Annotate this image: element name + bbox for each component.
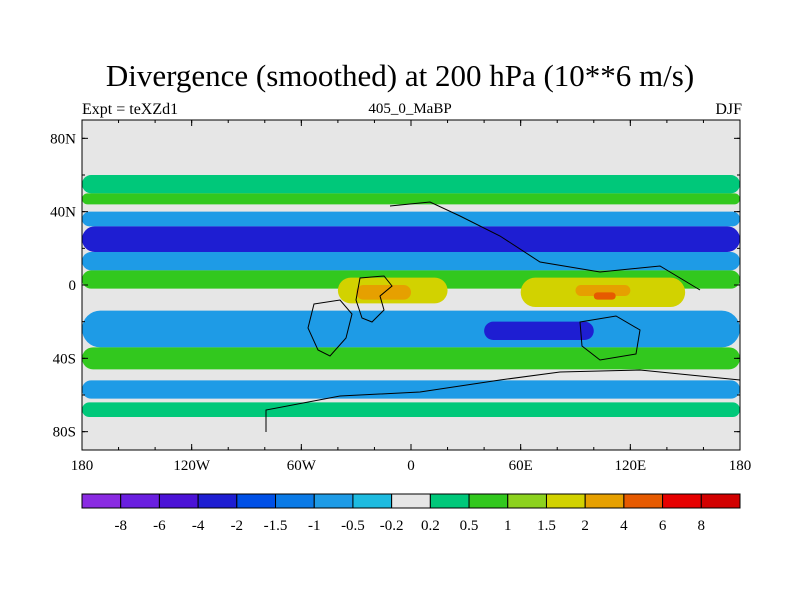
coastline-africa (355, 275, 393, 323)
divergence-band-13 (82, 347, 740, 370)
legend-swatch (662, 493, 702, 509)
legend-swatch (158, 493, 199, 509)
divergence-band-7 (356, 285, 411, 300)
divergence-band-1 (82, 193, 740, 205)
divergence-band-2 (82, 211, 740, 227)
coastline-south-america (307, 299, 353, 357)
legend-label: -8 (114, 518, 127, 534)
divergence-band-12 (484, 321, 594, 340)
y-tick-label: 40S (53, 351, 76, 367)
x-tick-label: 120E (614, 458, 646, 474)
legend-swatch (700, 493, 741, 509)
legend-label: -0.5 (341, 518, 365, 534)
legend-label: -4 (192, 518, 205, 534)
divergence-band-14 (82, 380, 740, 399)
y-tick-label: 80N (50, 131, 76, 147)
legend-label: 8 (698, 518, 706, 534)
divergence-band-4 (82, 252, 740, 271)
season-label: DJF (715, 101, 742, 118)
legend-label: 2 (581, 518, 589, 534)
divergence-band-10 (593, 292, 616, 300)
legend-label: 6 (659, 518, 667, 534)
legend-label: 1 (504, 518, 512, 534)
legend-swatch (584, 493, 625, 509)
legend-label: -1.5 (264, 518, 288, 534)
legend-swatch (275, 493, 315, 509)
coastline-australia (579, 315, 641, 361)
chart-title: Divergence (smoothed) at 200 hPa (10**6 … (105, 58, 695, 93)
legend-label: -2 (231, 518, 244, 534)
x-tick-label: 60W (287, 458, 317, 474)
x-tick-label: 180 (729, 458, 752, 474)
experiment-label: Expt = teXZd1 (82, 101, 179, 118)
legend-label: 4 (620, 518, 628, 534)
y-tick-label: 80S (53, 425, 76, 441)
legend-label: 0.2 (421, 518, 440, 534)
legend-swatch (81, 493, 122, 509)
legend-swatch (120, 493, 160, 509)
legend-label: 1.5 (537, 518, 556, 534)
legend-swatch (623, 493, 664, 509)
legend-swatch (545, 493, 586, 509)
y-axis: 80N 40N 0 40S 80S (50, 131, 740, 441)
legend-label: -0.2 (380, 518, 404, 534)
color-legend: -8 -6 -4 -2 -1.5 -1 -0.5 -0.2 0.2 0.5 1 1.5 2 4 6 8 (81, 493, 741, 534)
field-bands (82, 175, 740, 417)
legend-label: 0.5 (460, 518, 479, 534)
divergence-band-15 (82, 402, 740, 417)
legend-swatch (236, 493, 277, 509)
coastline-asia (389, 201, 701, 291)
coastline-antarctica (265, 369, 740, 432)
x-tick-label: 0 (407, 458, 415, 474)
legend-swatch (313, 493, 354, 509)
legend-swatch (507, 493, 547, 509)
legend-label: -1 (308, 518, 321, 534)
divergence-band-11 (82, 310, 740, 348)
legend-swatch (391, 493, 431, 509)
x-tick-label: 180 (71, 458, 94, 474)
legend-swatch (429, 493, 470, 509)
subtitle-label: 405_0_MaBP (368, 101, 452, 117)
y-tick-label: 40N (50, 205, 76, 221)
legend-swatch (352, 493, 393, 509)
legend-label: -6 (153, 518, 166, 534)
legend-swatch (468, 493, 509, 509)
legend-swatch (197, 493, 238, 509)
x-axis: 180 120W 60W 0 60E 120E 180 (71, 120, 752, 474)
coastline-outlines (265, 201, 740, 432)
divergence-band-9 (575, 285, 631, 296)
x-tick-label: 120W (173, 458, 211, 474)
x-tick-label: 60E (509, 458, 533, 474)
divergence-band-3 (82, 226, 740, 252)
divergence-band-0 (82, 175, 740, 194)
y-tick-label: 0 (69, 278, 77, 294)
